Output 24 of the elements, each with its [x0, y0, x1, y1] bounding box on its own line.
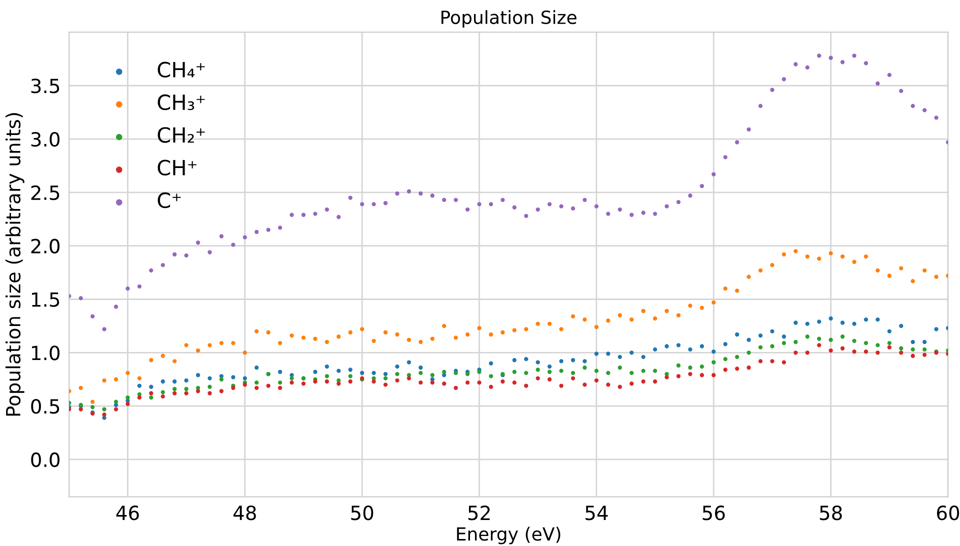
x-tick-label: 56 [702, 506, 725, 520]
x-tick-label: 54 [586, 506, 608, 520]
x-tick-label: 52 [468, 506, 490, 520]
x-tick-label: 46 [116, 506, 139, 520]
legend-label: CH₄⁺ [158, 62, 205, 78]
legend-label: C⁺ [158, 192, 181, 208]
legend-label: CH⁺ [158, 160, 196, 176]
legend-label: CH₂⁺ [158, 127, 205, 143]
y-tick-label: 2.0 [31, 238, 60, 254]
y-tick-label: 1.5 [32, 292, 60, 307]
x-tick-label: 48 [233, 506, 256, 520]
x-tick-label: 60 [936, 506, 960, 520]
y-tick-label: 0.5 [31, 399, 60, 414]
legend-label: CH₃⁺ [158, 94, 205, 110]
x-axis-title: Energy (eV) [457, 526, 560, 544]
chart-title: Population Size [442, 10, 576, 28]
x-tick-label: 50 [351, 506, 374, 520]
y-tick-label: 3.5 [31, 78, 60, 94]
y-tick-label: 3.0 [31, 132, 60, 147]
y-tick-label: 2.5 [31, 185, 60, 200]
x-tick-label: 58 [820, 506, 842, 520]
y-tick-label: 0.0 [31, 452, 60, 468]
y-axis-title: Population size (arbitrary units) [5, 113, 24, 416]
y-tick-label: 1.0 [32, 346, 60, 360]
